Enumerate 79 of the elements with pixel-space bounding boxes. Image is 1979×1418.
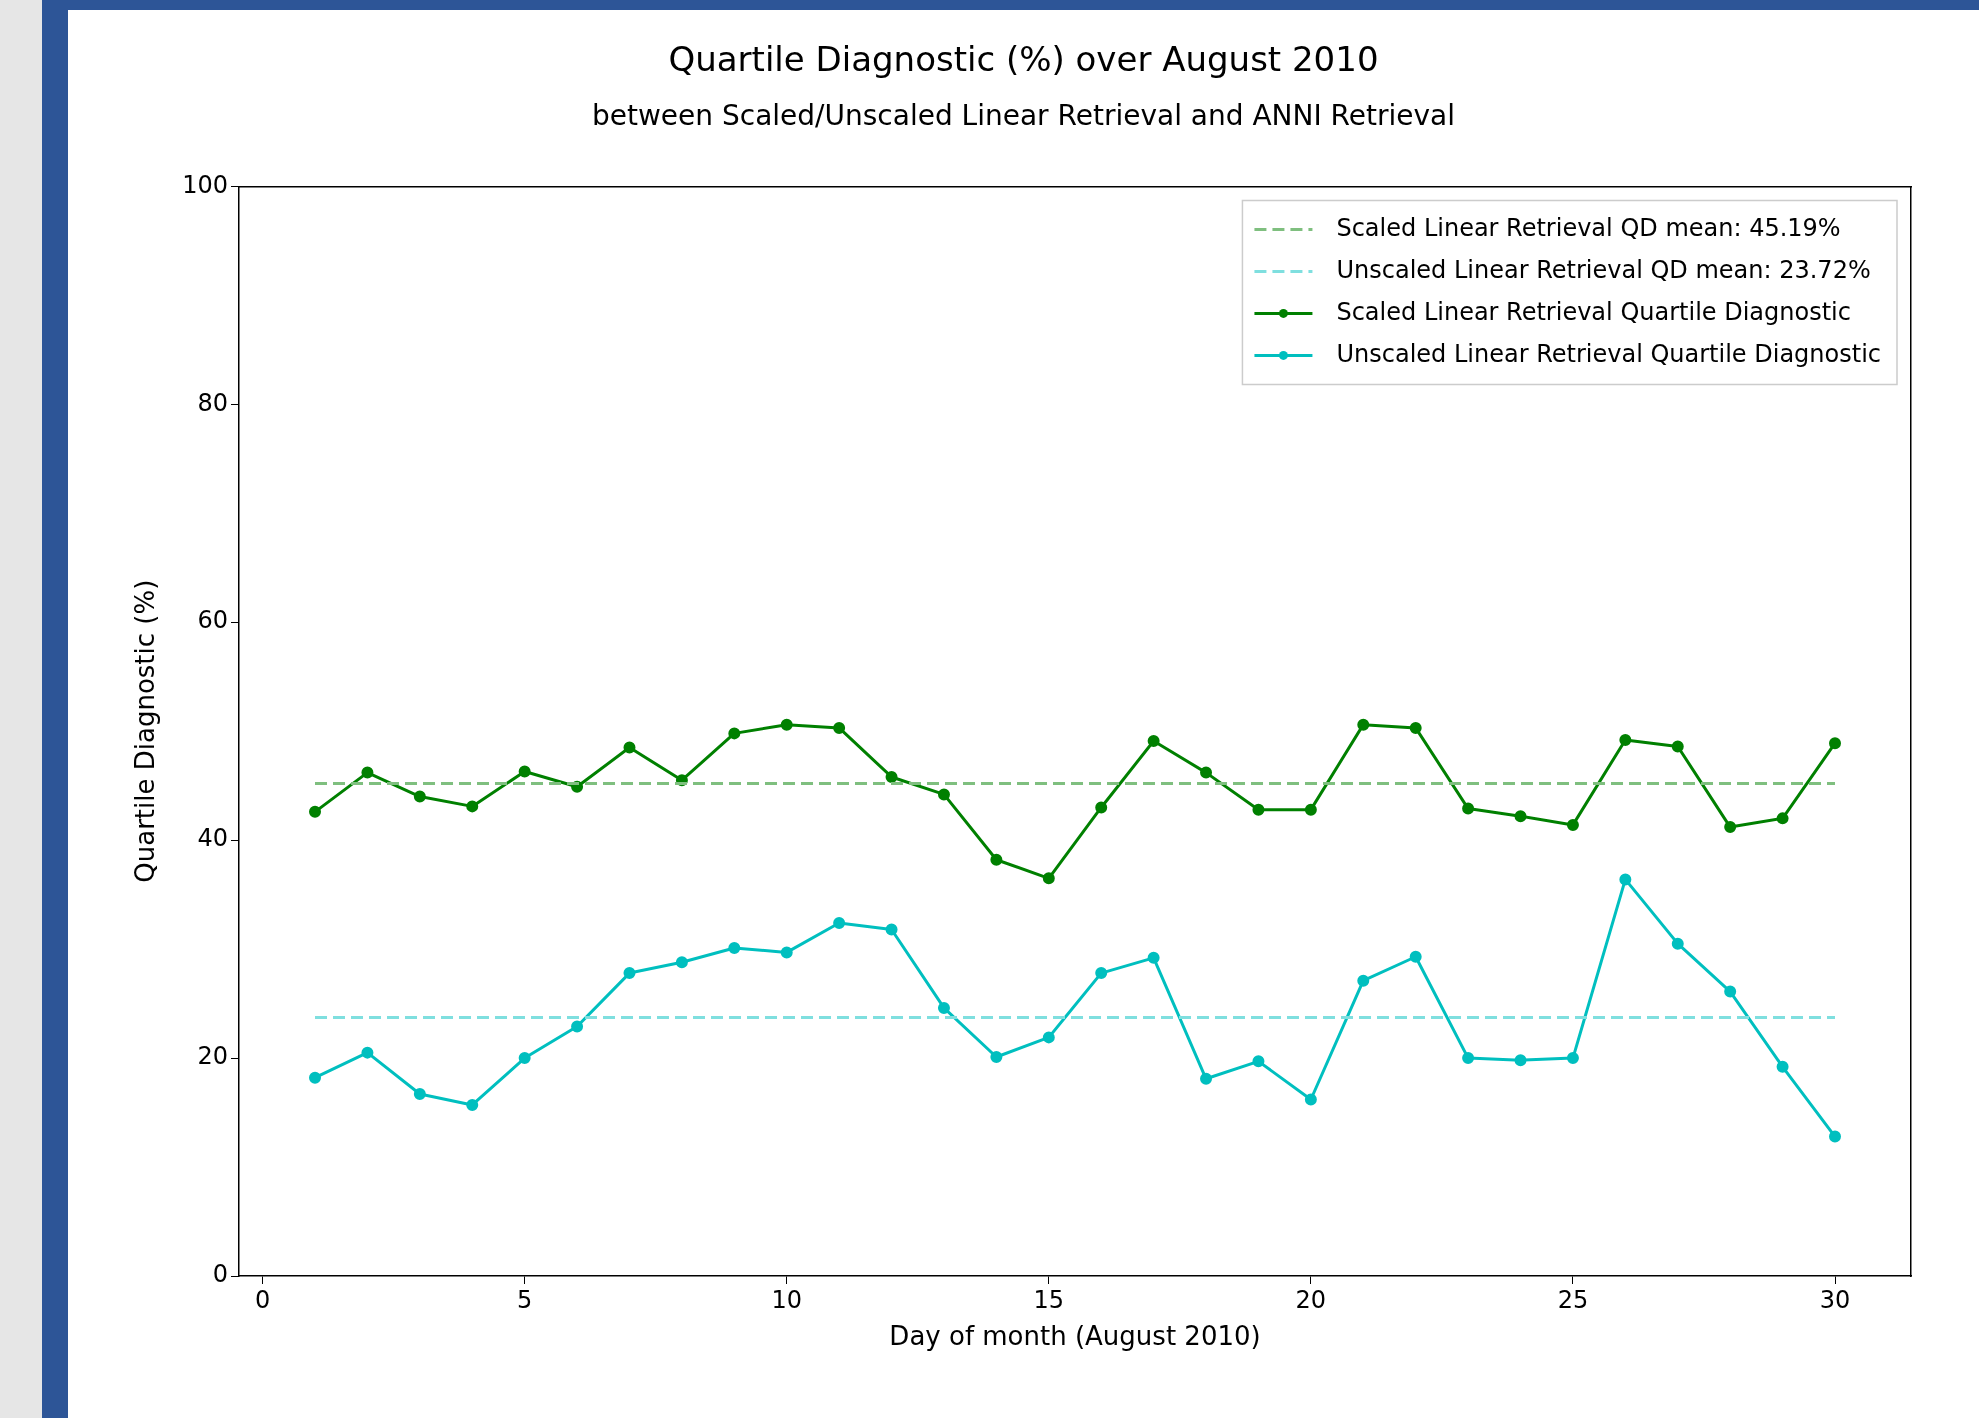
point — [1514, 1054, 1527, 1067]
point — [1409, 721, 1422, 734]
point — [623, 741, 636, 754]
point — [728, 727, 741, 740]
point — [937, 788, 950, 801]
legend-label: Scaled Linear Retrieval Quartile Diagnostic — [1336, 297, 1851, 326]
y-tick-label: 100 — [182, 170, 229, 199]
x-tick-label: 10 — [771, 1285, 802, 1314]
point — [466, 1098, 479, 1111]
y-tick-label: 40 — [197, 824, 229, 853]
point — [675, 956, 688, 969]
x-tick-label: 15 — [1033, 1285, 1065, 1314]
point — [1304, 1093, 1317, 1106]
point — [1671, 740, 1684, 753]
point — [1776, 812, 1789, 825]
x-tick-label: 0 — [254, 1285, 271, 1314]
y-tick-label: 80 — [197, 388, 229, 417]
point — [1829, 737, 1841, 750]
point — [413, 790, 426, 803]
point — [1042, 872, 1055, 885]
legend-label: Scaled Linear Retrieval QD mean: 45.19% — [1336, 213, 1841, 242]
point — [1566, 818, 1579, 831]
point — [1200, 766, 1213, 779]
point — [466, 800, 479, 813]
x-tick-label: 30 — [1819, 1285, 1851, 1314]
point — [1147, 735, 1160, 748]
y-tick-label: 0 — [212, 1260, 229, 1289]
point — [1409, 950, 1422, 963]
point — [1462, 1052, 1475, 1065]
point — [1252, 803, 1265, 816]
point — [1514, 810, 1527, 823]
point — [309, 805, 322, 818]
point — [833, 721, 846, 734]
point — [1671, 937, 1684, 950]
point — [518, 1052, 531, 1065]
point — [623, 967, 636, 980]
point — [1462, 802, 1475, 815]
point — [1724, 985, 1737, 998]
point — [1304, 803, 1317, 816]
point — [728, 942, 741, 955]
point — [1724, 821, 1737, 834]
point — [1619, 873, 1632, 886]
point — [1357, 718, 1370, 731]
x-tick-label: 25 — [1557, 1285, 1589, 1314]
x-axis-title: Day of month (August 2010) — [889, 1321, 1261, 1352]
point — [780, 718, 793, 731]
point — [885, 923, 898, 936]
point — [1042, 1031, 1055, 1044]
point — [361, 766, 374, 779]
y-tick-label: 20 — [197, 1042, 229, 1071]
point — [1566, 1052, 1579, 1065]
point — [833, 916, 846, 929]
chart-title: Quartile Diagnostic (%) over August 2010 — [668, 39, 1379, 80]
point — [1147, 951, 1160, 964]
point — [1095, 801, 1108, 814]
point — [780, 946, 793, 959]
point — [937, 1001, 950, 1014]
point — [1200, 1072, 1213, 1085]
x-tick-label: 20 — [1295, 1285, 1327, 1314]
point — [518, 765, 531, 778]
legend-label: Unscaled Linear Retrieval QD mean: 23.72% — [1336, 255, 1871, 284]
x-tick-label: 5 — [517, 1285, 533, 1314]
chart-subtitle: between Scaled/Unscaled Linear Retrieval and ANNI Retrieval — [591, 98, 1456, 132]
y-axis-title: Quartile Diagnostic (%) — [130, 579, 161, 883]
legend-label: Unscaled Linear Retrieval Quartile Diagnostic — [1336, 339, 1881, 368]
point — [1095, 967, 1108, 980]
point — [571, 1020, 584, 1033]
point — [309, 1071, 322, 1084]
point — [1776, 1060, 1789, 1073]
point — [990, 1050, 1003, 1063]
point — [1252, 1055, 1265, 1068]
point — [885, 770, 898, 783]
point — [413, 1088, 426, 1101]
y-tick-label: 60 — [197, 606, 229, 635]
point — [1829, 1130, 1841, 1143]
point — [1619, 733, 1632, 746]
point — [1357, 974, 1370, 987]
point — [990, 853, 1003, 866]
point — [361, 1046, 374, 1059]
